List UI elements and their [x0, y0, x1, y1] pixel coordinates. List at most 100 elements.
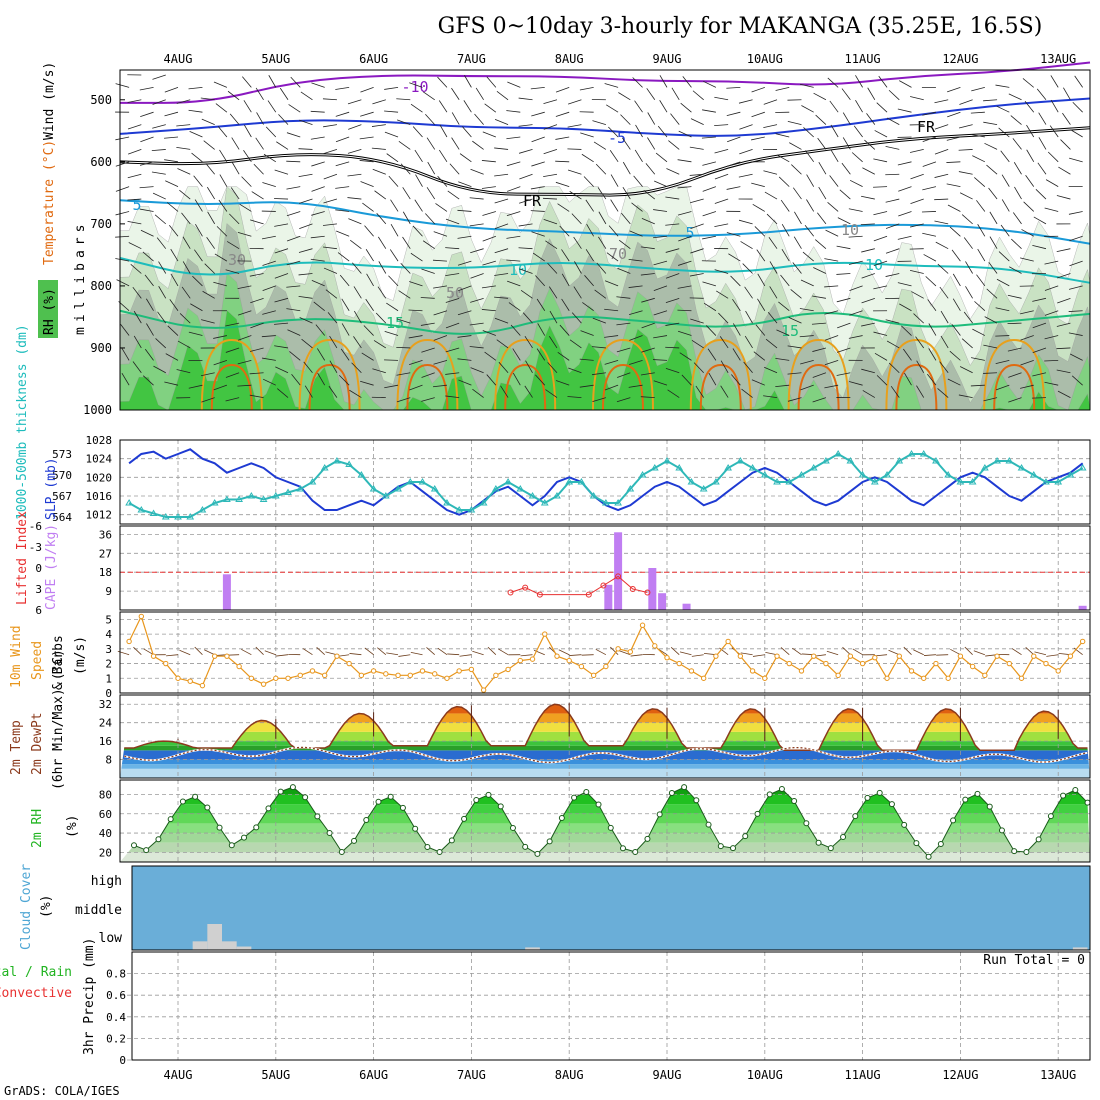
wind-barb	[205, 163, 215, 175]
wind-barb	[494, 273, 509, 276]
precip-tick-label: 0	[119, 1054, 126, 1067]
wind-barb	[494, 223, 509, 230]
wind-barb	[634, 100, 643, 113]
wind-speed-point	[566, 657, 572, 664]
wind-barb	[506, 259, 521, 262]
rh-point	[204, 804, 211, 811]
wind-barb-10m	[276, 654, 289, 657]
precip-labels: Total / Rain Convective 3hr Precip (mm)	[0, 938, 97, 1055]
wind-barb	[469, 346, 484, 349]
wind-barb	[377, 286, 387, 299]
wind-barb	[952, 273, 961, 287]
wind-speed-point	[322, 672, 328, 679]
wind-barb	[353, 336, 362, 349]
wind-barb-10m	[670, 647, 680, 656]
wind-barb	[176, 99, 191, 104]
wind-barb	[537, 323, 546, 336]
wind-barb-10m	[610, 646, 619, 655]
rh-point	[351, 837, 358, 844]
wind-axis-label: Wind (m/s)	[42, 62, 57, 140]
wind-barb	[164, 111, 179, 117]
wind-barb	[335, 111, 350, 117]
wind-barb-10m	[780, 647, 790, 656]
wind-barb	[862, 167, 876, 175]
wind-barb	[337, 252, 350, 262]
wind-barb-10m	[255, 646, 264, 655]
wind-barb	[726, 161, 741, 167]
contour-label: 30	[228, 251, 246, 269]
thickness-marker	[210, 499, 219, 506]
wind-barb	[695, 385, 705, 398]
wind-barb	[781, 223, 790, 237]
wind-barb	[372, 99, 386, 105]
rh-legend-swatch	[38, 280, 58, 338]
rh-point	[681, 784, 688, 791]
wind-barb	[923, 254, 937, 262]
wind-barb	[855, 75, 863, 88]
thickness-marker	[785, 478, 794, 485]
rh-point	[693, 797, 700, 804]
wind-barb	[690, 118, 704, 125]
wind-barb	[335, 86, 350, 90]
wind-barb	[861, 297, 875, 304]
wind-barb	[996, 105, 1010, 113]
wind-barb	[1036, 88, 1047, 101]
wind-barb	[855, 99, 863, 113]
wind-barb	[165, 353, 179, 361]
date-tick-label: 11AUG	[845, 52, 881, 66]
wind-barb	[225, 269, 240, 274]
wind-barb	[274, 345, 289, 349]
wind-barb	[829, 100, 839, 113]
wind-barb	[690, 248, 704, 254]
upper-air-panel: -10 -5 FR FR 5 5 10 10 15 15 30 50 70 10 500 600 700 800 9…	[83, 61, 1091, 417]
wind-barb	[609, 150, 619, 163]
lifted-index-axis-label: Lifted Index	[15, 511, 30, 605]
wind-barb	[557, 351, 570, 361]
wind-barb	[230, 187, 240, 200]
wind-barb	[1060, 139, 1071, 150]
pressure-tick-label: 800	[90, 279, 112, 293]
wind-barb	[867, 87, 876, 100]
rh-point	[619, 845, 626, 852]
wind-barb	[789, 142, 802, 150]
wind-barb	[484, 103, 497, 113]
wind-barb	[780, 274, 790, 287]
wind-barb	[818, 161, 827, 175]
wind-barb	[643, 190, 656, 200]
wind-barb	[225, 372, 240, 378]
thickness-marker	[614, 499, 622, 506]
wind-barb	[310, 136, 325, 140]
wind-barb	[787, 397, 802, 402]
wind-barb	[757, 273, 766, 287]
wind-barb	[842, 112, 851, 125]
wind-barb	[618, 92, 631, 101]
cape-tick-label: 27	[99, 547, 112, 560]
wind-barb	[861, 368, 875, 374]
wind-barb	[665, 223, 680, 226]
wind-barb-10m	[1025, 647, 1035, 656]
rh-point	[399, 804, 406, 811]
wind-speed-point	[505, 666, 511, 673]
wind-barb	[507, 280, 521, 287]
rh-point	[962, 796, 969, 803]
thickness-marker	[504, 478, 512, 485]
wind-barb	[547, 362, 558, 374]
wind-barb	[885, 198, 900, 203]
wind-barb	[1069, 353, 1083, 361]
wind-barb	[437, 76, 448, 88]
wind-barb	[738, 99, 753, 104]
wind-barb	[983, 344, 998, 349]
wind-barb	[470, 248, 484, 254]
wind-barb	[927, 373, 937, 386]
thickness-marker	[907, 450, 916, 457]
wind-barb	[732, 298, 741, 311]
temperature-band	[120, 731, 1090, 742]
wind-barb	[937, 388, 949, 398]
temperature-contour	[119, 257, 1091, 284]
wind-barb	[237, 359, 252, 365]
wind-10m-labels: 10m Wind Speed & Barbs (m/s)	[9, 625, 88, 690]
wind-barb-10m	[1073, 647, 1083, 656]
wind-barb	[983, 397, 998, 402]
wind-barb	[323, 198, 338, 204]
wind-speed-point	[615, 646, 621, 652]
